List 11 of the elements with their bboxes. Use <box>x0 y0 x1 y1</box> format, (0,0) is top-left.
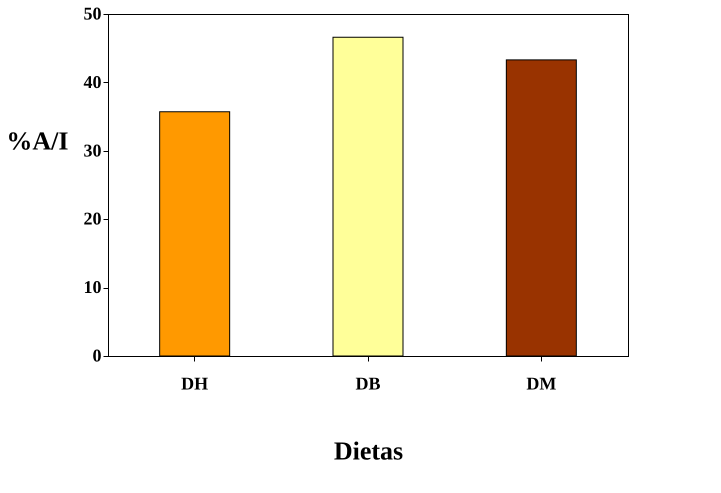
y-axis-title: %A/I <box>6 126 68 156</box>
y-tick-label: 10 <box>84 277 102 298</box>
y-tick-label: 30 <box>84 140 102 160</box>
y-tick-label: 0 <box>92 346 102 366</box>
x-axis-title: Dietas <box>334 436 404 466</box>
y-tick-label: 50 <box>84 4 102 24</box>
y-tick-label: 20 <box>84 208 102 229</box>
x-tick-label: DM <box>526 374 556 394</box>
x-tick-label: DB <box>355 374 381 394</box>
x-tick-label: DH <box>181 374 208 394</box>
y-tick-label: 40 <box>84 72 102 92</box>
